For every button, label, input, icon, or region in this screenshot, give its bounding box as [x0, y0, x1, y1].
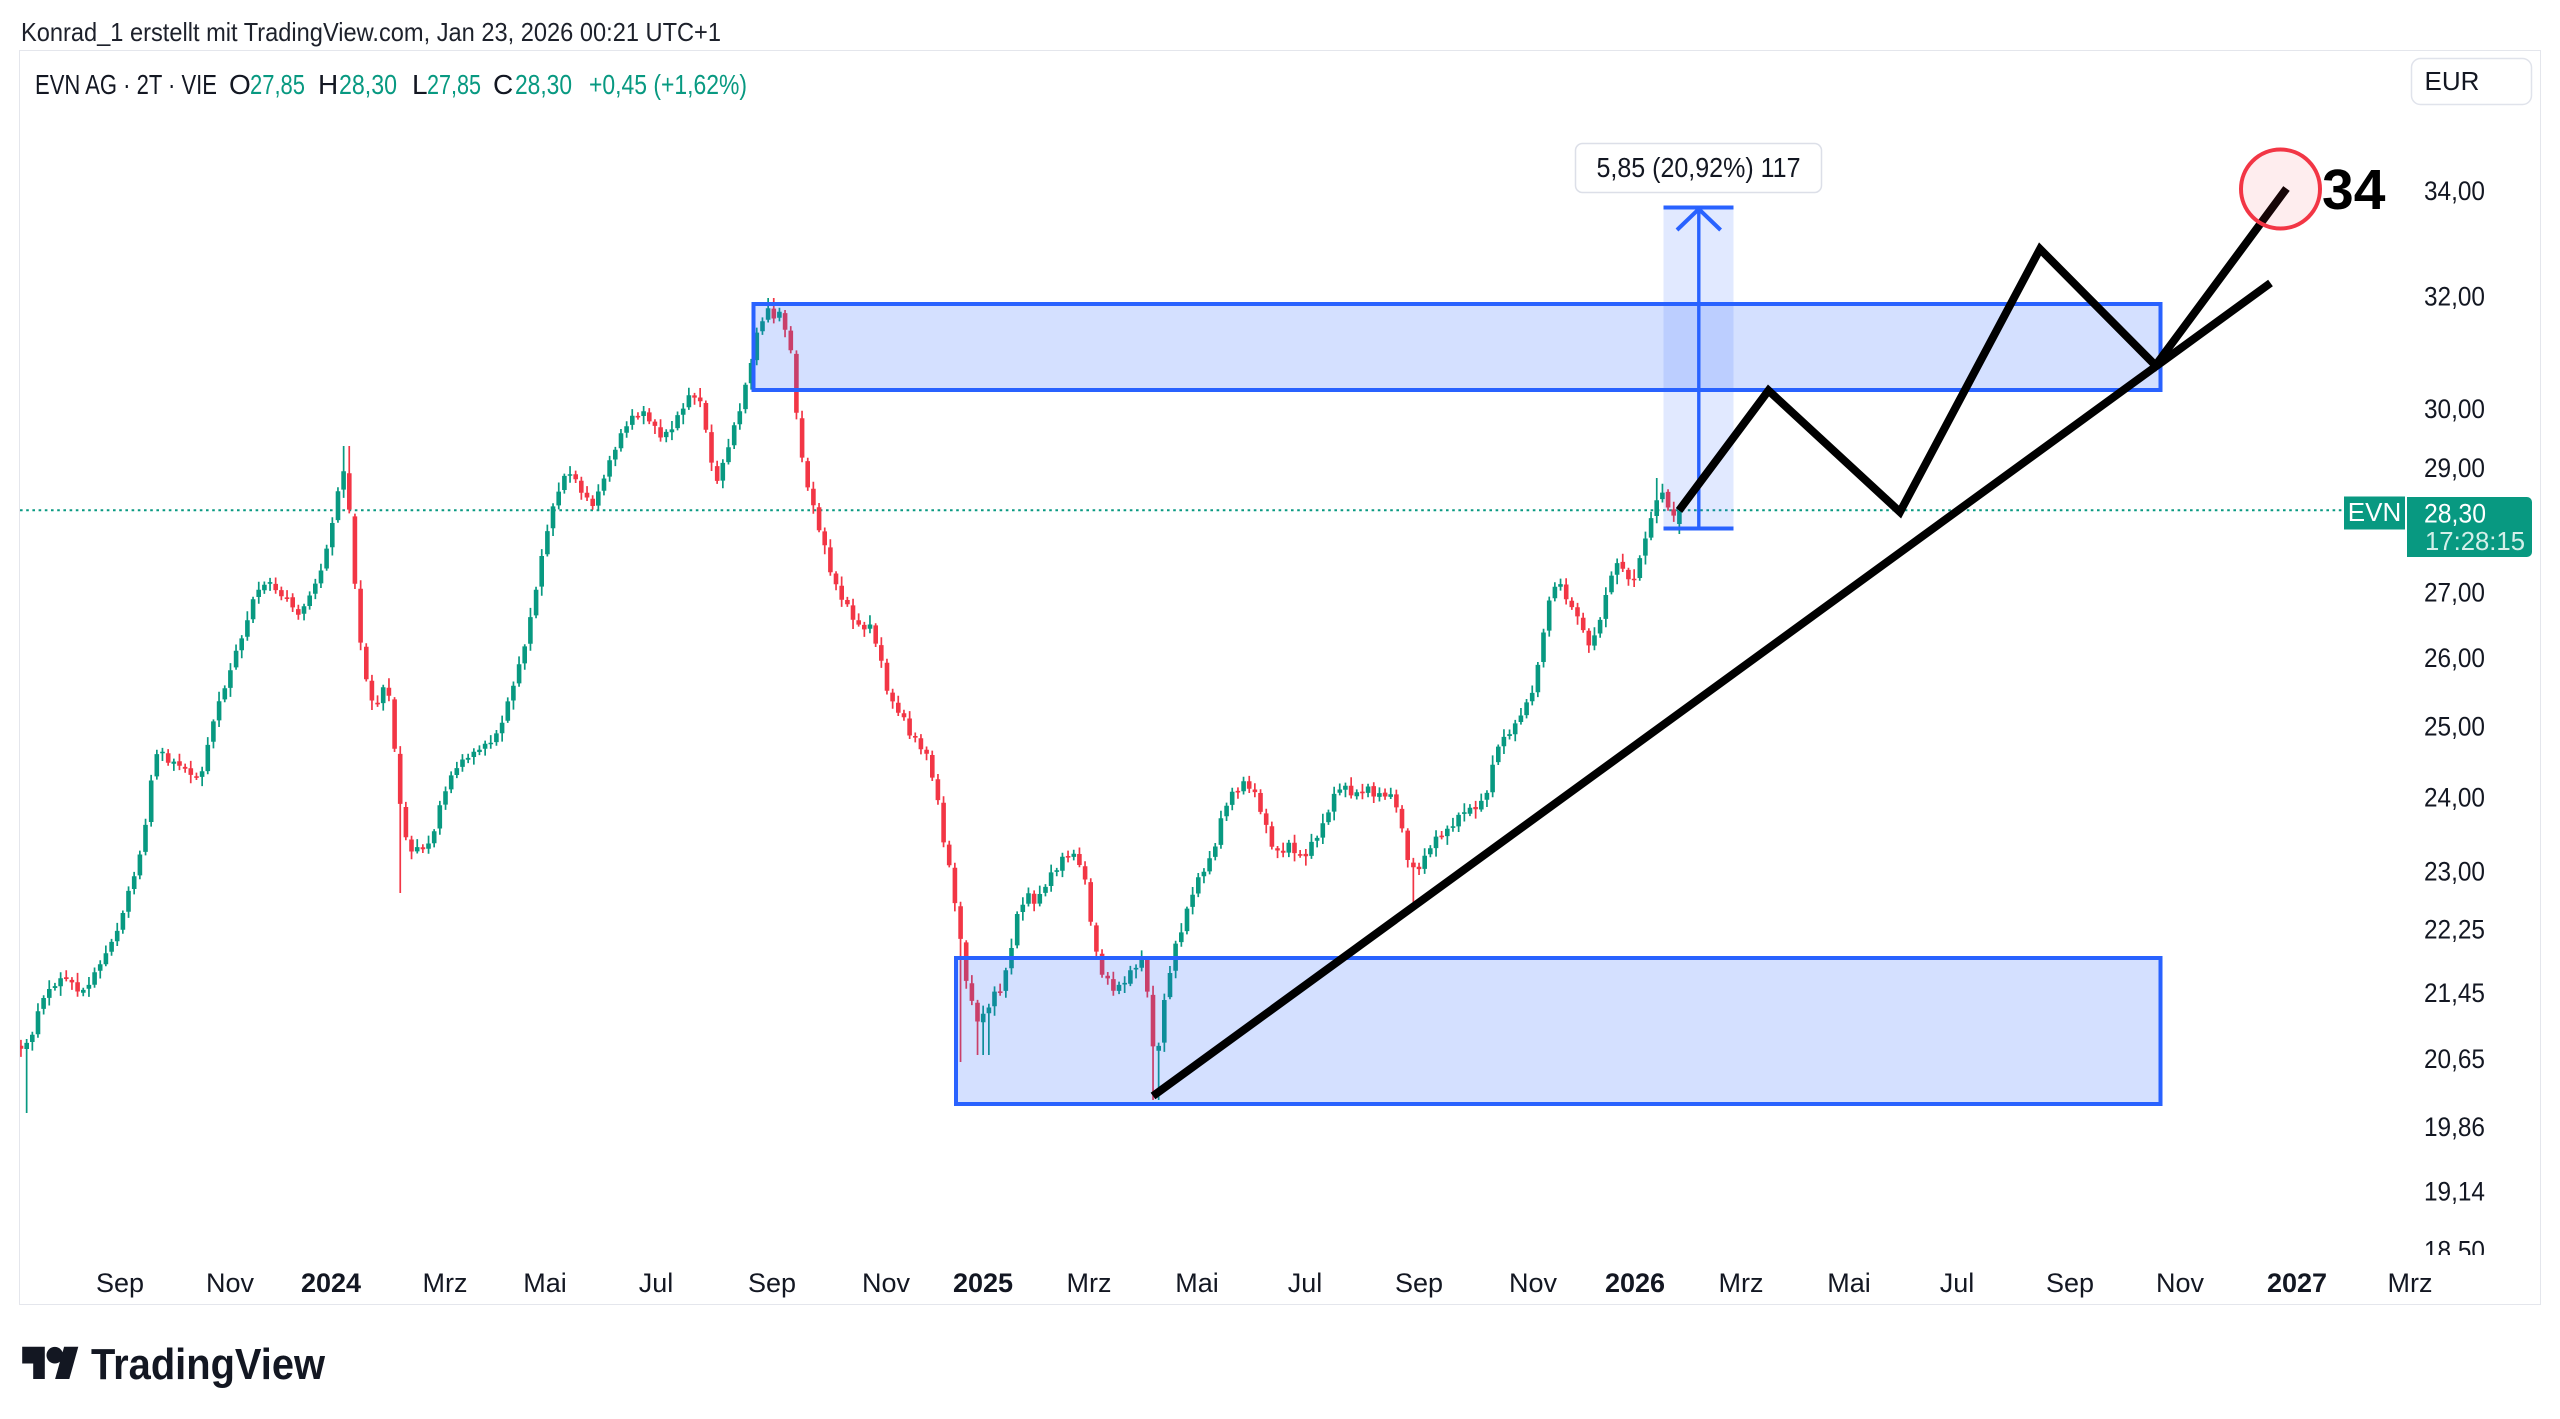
svg-text:Nov: Nov — [1509, 1268, 1558, 1298]
svg-text:34: 34 — [2322, 158, 2386, 222]
svg-text:EVN: EVN — [2348, 497, 2401, 527]
svg-text:27,85: 27,85 — [427, 69, 481, 100]
svg-text:Konrad_1 erstellt mit TradingV: Konrad_1 erstellt mit TradingView.com, J… — [21, 17, 721, 47]
svg-text:26,00: 26,00 — [2424, 643, 2485, 673]
svg-text:EVN AG · 2T · VIE: EVN AG · 2T · VIE — [35, 69, 217, 100]
svg-text:30,00: 30,00 — [2424, 394, 2485, 424]
svg-text:27,85: 27,85 — [250, 69, 305, 100]
svg-text:+0,45 (+1,62%): +0,45 (+1,62%) — [589, 69, 747, 100]
svg-text:O: O — [229, 69, 251, 100]
svg-text:Sep: Sep — [96, 1268, 144, 1298]
svg-text:Sep: Sep — [748, 1268, 796, 1298]
svg-text:2024: 2024 — [301, 1268, 361, 1298]
svg-text:25,00: 25,00 — [2424, 711, 2485, 741]
svg-text:19,86: 19,86 — [2424, 1112, 2485, 1142]
svg-text:24,00: 24,00 — [2424, 783, 2485, 813]
svg-text:Mrz: Mrz — [2388, 1268, 2433, 1298]
svg-text:34,00: 34,00 — [2424, 176, 2485, 206]
svg-text:29,00: 29,00 — [2424, 453, 2485, 483]
svg-text:Jul: Jul — [1288, 1268, 1323, 1298]
svg-text:Mai: Mai — [1827, 1268, 1871, 1298]
svg-text:20,65: 20,65 — [2424, 1044, 2485, 1074]
svg-text:17:28:15: 17:28:15 — [2425, 526, 2525, 556]
svg-text:19,14: 19,14 — [2424, 1176, 2485, 1206]
svg-text:23,00: 23,00 — [2424, 857, 2485, 887]
svg-text:Jul: Jul — [639, 1268, 674, 1298]
svg-text:Sep: Sep — [2046, 1268, 2094, 1298]
svg-text:L: L — [412, 69, 428, 100]
svg-text:28,30: 28,30 — [2424, 499, 2486, 529]
svg-text:28,30: 28,30 — [339, 69, 397, 100]
svg-text:Mai: Mai — [1175, 1268, 1219, 1298]
svg-text:Mrz: Mrz — [1719, 1268, 1764, 1298]
svg-text:Mai: Mai — [523, 1268, 567, 1298]
svg-text:18,50: 18,50 — [2424, 1236, 2485, 1266]
svg-text:H: H — [318, 69, 338, 100]
svg-text:Jul: Jul — [1940, 1268, 1975, 1298]
svg-text:Nov: Nov — [2156, 1268, 2205, 1298]
svg-text:2026: 2026 — [1605, 1268, 1665, 1298]
svg-text:32,00: 32,00 — [2424, 282, 2485, 312]
svg-text:Sep: Sep — [1395, 1268, 1443, 1298]
svg-text:28,30: 28,30 — [515, 69, 572, 100]
svg-text:21,45: 21,45 — [2424, 978, 2485, 1008]
svg-text:Nov: Nov — [206, 1268, 255, 1298]
svg-text:22,25: 22,25 — [2424, 914, 2485, 944]
svg-text:C: C — [493, 69, 513, 100]
svg-text:Mrz: Mrz — [423, 1268, 468, 1298]
svg-text:Mrz: Mrz — [1067, 1268, 1112, 1298]
svg-text:TradingView: TradingView — [91, 1340, 326, 1389]
svg-text:Nov: Nov — [862, 1268, 911, 1298]
svg-text:2027: 2027 — [2267, 1268, 2327, 1298]
svg-text:EUR: EUR — [2425, 66, 2480, 96]
svg-text:5,85 (20,92%) 117: 5,85 (20,92%) 117 — [1597, 152, 1801, 183]
svg-text:2025: 2025 — [953, 1268, 1013, 1298]
svg-text:27,00: 27,00 — [2424, 577, 2485, 607]
